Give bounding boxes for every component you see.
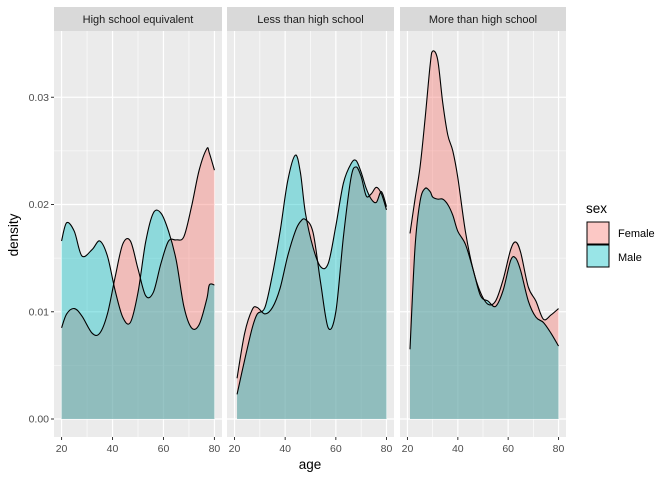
density-area-female	[61, 147, 215, 419]
x-tick-label: 40	[452, 443, 464, 455]
y-tick-label: 0.01	[29, 306, 50, 318]
y-tick-label: 0.03	[29, 92, 50, 104]
facet-strip	[54, 7, 222, 31]
x-axis-title: age	[299, 457, 322, 472]
density-area-female	[409, 50, 559, 420]
legend-title: sex	[586, 201, 607, 216]
legend: sex Female Male	[586, 201, 655, 268]
y-axis-title: density	[6, 213, 21, 256]
density-line-male	[236, 154, 388, 395]
y-tick-label: 0.00	[29, 414, 50, 426]
x-tick-label: 80	[209, 443, 221, 455]
density-outlines	[409, 50, 560, 350]
density-outlines	[61, 147, 215, 337]
facet-strip	[227, 7, 394, 31]
density-line-female	[61, 147, 215, 337]
legend-key-female	[586, 221, 610, 245]
x-tick-label: 80	[381, 443, 393, 455]
y-tick-label: 0.02	[29, 199, 50, 211]
facet-title: More than high school	[429, 14, 537, 26]
facet-panel: Less than high school 20 40 60 80	[227, 7, 394, 455]
density-area-male	[237, 155, 387, 419]
density-line-male	[61, 209, 215, 330]
x-tick-label: 20	[56, 443, 68, 455]
x-tick-label: 40	[279, 443, 291, 455]
x-tick-label: 20	[229, 443, 241, 455]
facet-title: High school equivalent	[83, 14, 194, 26]
density-fills	[409, 50, 559, 420]
y-axis: 0.00 0.01 0.02 0.03	[29, 92, 54, 426]
density-outlines	[236, 154, 388, 395]
x-tick-label: 60	[330, 443, 342, 455]
legend-label-male: Male	[618, 252, 642, 264]
facet-panel: High school equivalent 20 40 60 80	[54, 7, 222, 455]
density-area-female	[237, 166, 387, 419]
density-line-male	[409, 187, 560, 350]
facet-title: Less than high school	[257, 14, 363, 26]
facet-strip	[400, 7, 566, 31]
x-tick-label: 40	[107, 443, 119, 455]
facet-panel: More than high school 20 40 60 80	[400, 7, 566, 455]
density-area-male	[409, 187, 559, 419]
x-tick-label: 60	[502, 443, 514, 455]
x-tick-label: 80	[553, 443, 565, 455]
x-tick-label: 60	[158, 443, 170, 455]
legend-label-female: Female	[618, 228, 655, 240]
density-fills	[237, 155, 387, 419]
x-tick-label: 20	[402, 443, 414, 455]
legend-key-male	[586, 244, 610, 268]
